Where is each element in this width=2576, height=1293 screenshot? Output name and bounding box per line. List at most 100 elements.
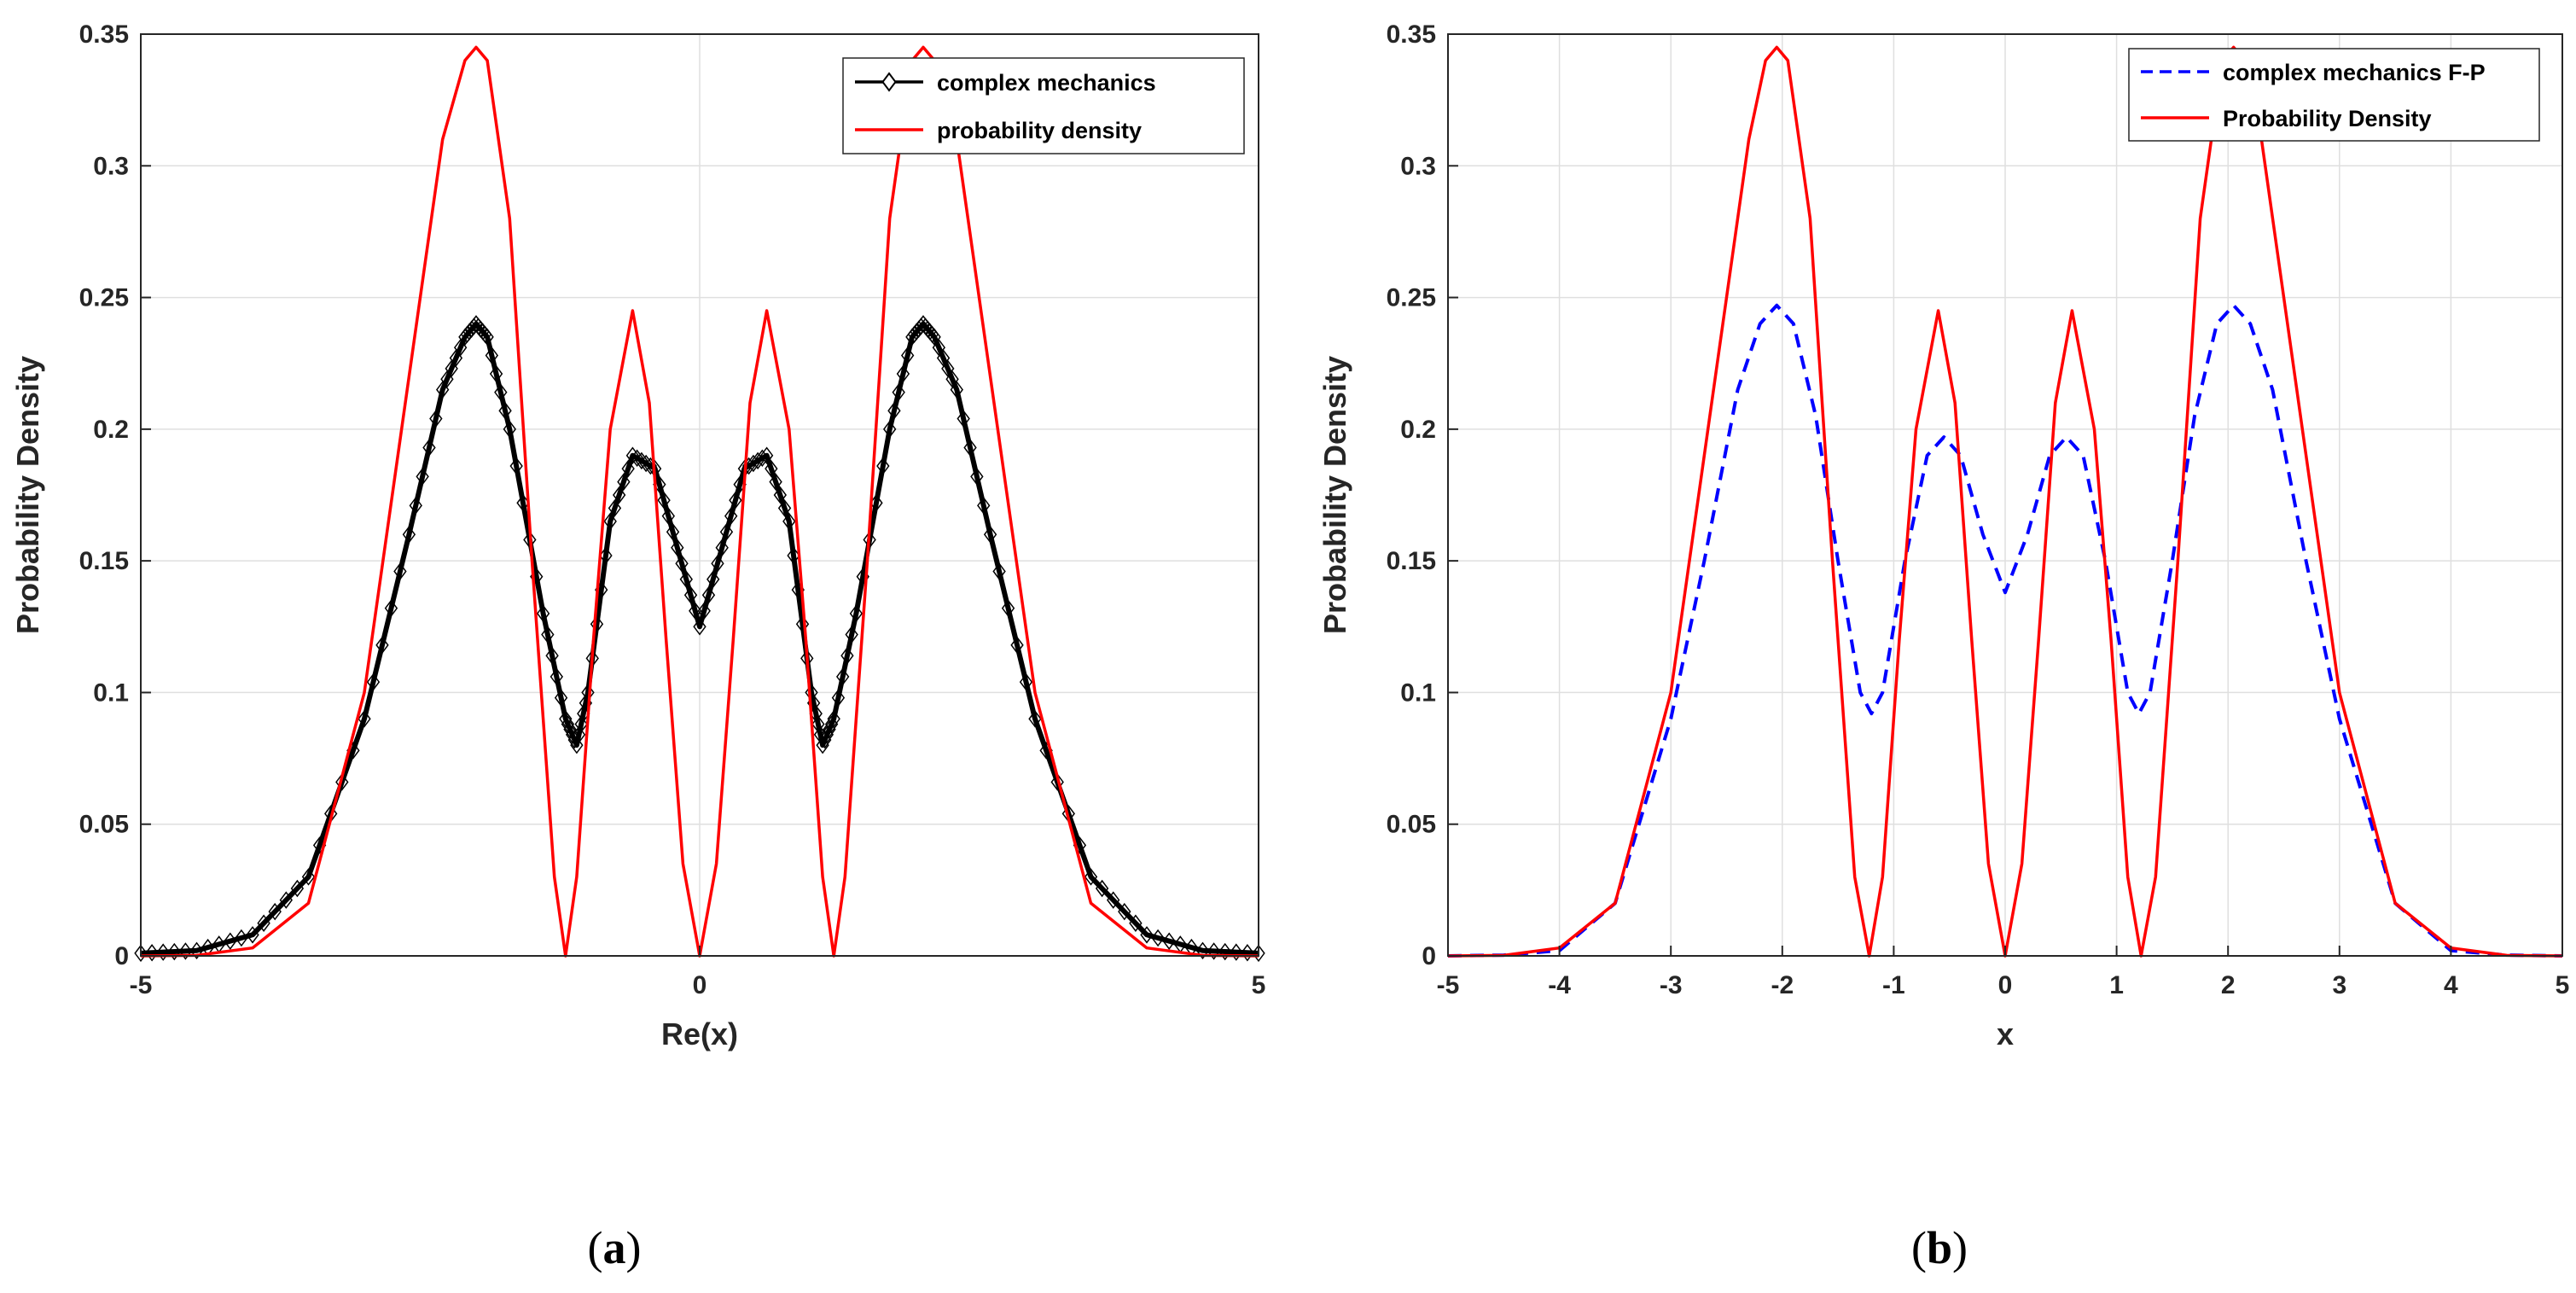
panel-a-series-0-marker [189, 941, 204, 960]
panel-a-series-0-marker [845, 626, 858, 644]
panel-b-legend: complex mechanics F-P Probability Density [2128, 48, 2540, 142]
panel-a-series-0-marker [887, 402, 901, 420]
panel-a-series-0-marker [945, 370, 959, 388]
panel-a-series-0-marker [436, 381, 450, 399]
panel-a-y-tick-label: 0 [114, 942, 129, 970]
panel-a-y-tick-label: 0.05 [79, 811, 129, 839]
panel-a-series-0-marker [409, 497, 422, 515]
panel-a-y-tick-label: 0.2 [93, 416, 129, 444]
panel-a-series-0-marker [823, 720, 836, 738]
panel-a-x-tick-label: 5 [1252, 971, 1266, 999]
panel-a-series-0-marker [440, 370, 454, 388]
panel-a-series-0-marker [565, 725, 579, 744]
panel-a-series-0-marker [224, 932, 237, 950]
panel-a-series-0-marker [599, 546, 613, 565]
panel-a-series-0-marker [671, 539, 684, 556]
panel-a-series-0-marker [970, 468, 984, 486]
panel-a-series-0-marker [1207, 942, 1221, 960]
panel-a-series-0-marker [992, 562, 1006, 580]
panel-a-series-0-marker [1252, 944, 1265, 963]
panel-b-series-0-line [1447, 303, 2563, 958]
panel-b-x-tick-label: -5 [1437, 971, 1460, 999]
panel-b-x-tick-label: 1 [2109, 971, 2124, 999]
panel-a-series-0-marker [639, 454, 653, 473]
panel-a-series-0-marker [561, 715, 575, 733]
panel-a-series-0-marker [1084, 868, 1098, 886]
panel-a-series-0-marker [375, 636, 389, 655]
panel-a-series-0-marker [701, 586, 716, 604]
panel-a-series-0-marker [1241, 944, 1254, 962]
panel-a-series-0-marker [666, 522, 680, 541]
panel-a-series-0-marker [156, 943, 170, 961]
panel-a-series-0-marker [900, 347, 915, 364]
panel-a-series-0-marker [1162, 932, 1176, 950]
panel-a-series-0-marker [724, 507, 738, 525]
panel-a-series-0-marker [835, 667, 850, 686]
panel-a-x-tick-label: -5 [130, 971, 153, 999]
panel-a-series-0-marker [1140, 926, 1154, 944]
panel-a-series-0-marker [883, 420, 897, 439]
panel-a-series-0-marker [554, 689, 568, 707]
panel-a-series-0-marker [777, 499, 792, 517]
panel-a-series-0-marker [617, 473, 631, 491]
panel-a-legend-label-1: probability density [937, 118, 1142, 143]
panel-b-y-tick-label: 0.05 [1387, 811, 1436, 839]
panel-a-caption: (a) [588, 1222, 642, 1273]
panel-b-x-tick-label: 4 [2444, 971, 2458, 999]
panel-a-series-0-marker [827, 710, 840, 728]
panel-a-series-0-marker [485, 347, 499, 364]
panel-b-x-tick-label: 0 [1998, 971, 2013, 999]
panel-a-series-0-marker [559, 710, 573, 728]
panel-a-series-0-marker [563, 720, 577, 738]
panel-a-series-0-marker [445, 359, 458, 378]
panel-b-label: b [1927, 1222, 1952, 1273]
panel-a-y-tick-label: 0.35 [79, 20, 129, 49]
panel-a-series-0-marker [630, 449, 644, 468]
panel-a-series-0-marker [1151, 929, 1165, 947]
panel-b-y-tick-label: 0.2 [1400, 416, 1436, 444]
panel-a-series-0-marker [983, 526, 997, 544]
panel-a-series-0-marker [657, 491, 671, 510]
panel-a-series-0-marker [550, 667, 564, 686]
panel-b-caption: (b) [1911, 1222, 1968, 1273]
panel-a-series-0-marker [977, 497, 991, 515]
panel-a-series-0-marker [541, 626, 555, 644]
panel-a-series-0-marker [422, 439, 436, 457]
panel-a-series-0-marker [892, 383, 905, 401]
panel-a-series-0-marker [134, 944, 148, 963]
panel-a-series-0-marker [453, 338, 468, 357]
panel-a-series-0-marker [498, 402, 512, 420]
panel-a-series-0-marker [941, 359, 955, 378]
panel-a-y-tick-label: 0.15 [79, 547, 129, 575]
panel-a-label: a [603, 1222, 626, 1273]
panel-a-series-0-marker [936, 349, 951, 367]
panel-a-series-0-marker [545, 646, 559, 665]
panel-a-series-0-marker [590, 614, 604, 633]
panel-a-legend-marker-0 [881, 72, 897, 92]
panel-a-series-0-marker [759, 446, 774, 464]
panel-a-series-0-marker [429, 410, 443, 428]
panel-a-series-0-marker [449, 349, 463, 367]
panel-a-series-0-marker [751, 451, 765, 470]
panel-a-series-0-marker [773, 486, 788, 504]
panel-b-legend-label-1: Probability Density [2223, 106, 2432, 131]
panel-a-series-0-marker [257, 914, 270, 932]
panel-a-series-0-marker [1118, 902, 1131, 921]
panel-b-y-tick-label: 0 [1422, 942, 1436, 970]
panel-a-series-0-marker [235, 929, 248, 947]
panel-a-series-0-marker [950, 381, 963, 399]
panel-a-series-0-marker [831, 689, 846, 707]
panel-a-series-0-marker [1001, 599, 1015, 617]
panel-a-series-0-marker [494, 383, 508, 401]
panel-a-x-axis-label: Re(x) [661, 1016, 738, 1051]
panel-a-series-0-marker [820, 725, 834, 744]
panel-a-series-0-marker [145, 944, 159, 962]
panel-a-series-0-marker [896, 364, 910, 383]
panel-a-legend-label-0: complex mechanics [937, 70, 1156, 96]
panel-a-series-0-marker [679, 570, 693, 588]
panel-a-series-0-marker [707, 570, 720, 588]
panel-a-series-0-marker [927, 328, 941, 347]
panel-a-series-0-marker [795, 614, 810, 633]
panel-a-series-0-marker [335, 773, 349, 791]
panel-a-series-0-marker [366, 673, 381, 691]
